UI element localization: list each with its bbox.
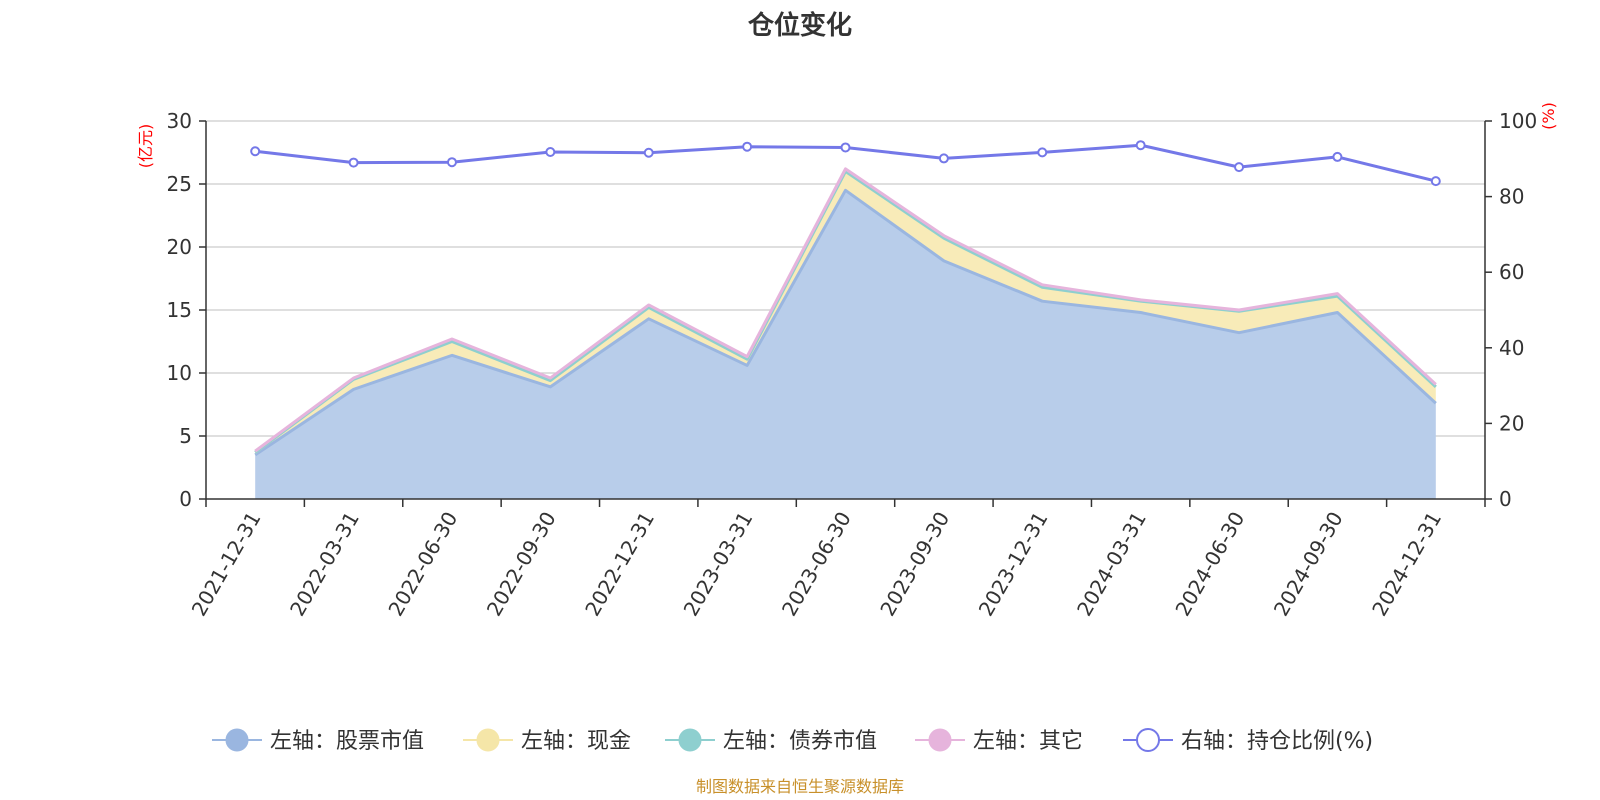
x-tick-label: 2023-12-31 (974, 508, 1053, 621)
ratio-point (1234, 162, 1245, 173)
legend-item: 右轴：持仓比例(%) (1123, 728, 1373, 754)
legend-marker (928, 728, 952, 752)
ratio-point (742, 141, 753, 152)
left-tick-label: 5 (179, 424, 192, 448)
x-tick-label: 2024-09-30 (1269, 508, 1348, 621)
legend-marker (678, 728, 702, 752)
right-tick-label: 0 (1499, 487, 1512, 511)
chart-title: 仓位变化 (747, 10, 852, 41)
x-tick-label: 2022-09-30 (482, 508, 561, 621)
x-tick-label: 2024-12-31 (1367, 508, 1446, 621)
legend-item: 左轴：债券市值 (665, 728, 877, 754)
left-tick-label: 30 (167, 109, 192, 133)
legend-item: 左轴：现金 (463, 728, 631, 754)
legend-item: 左轴：股票市值 (212, 728, 424, 754)
legend-item: 左轴：其它 (915, 728, 1083, 754)
stacked-areas (254, 167, 1437, 500)
right-tick-label: 60 (1499, 260, 1524, 284)
ratio-point (348, 157, 359, 168)
right-tick-label: 80 (1499, 185, 1524, 209)
ratio-line-series (250, 140, 1441, 187)
legend-marker (1136, 728, 1160, 752)
area-左轴：股票市值 (255, 190, 1436, 500)
right-axis-unit: (%) (1539, 102, 1558, 130)
x-tick-label: 2022-06-30 (383, 508, 462, 621)
x-tick-label: 2022-03-31 (285, 508, 364, 621)
x-tick-label: 2023-03-31 (679, 508, 758, 621)
left-axis-unit: (亿元) (136, 124, 155, 169)
legend-marker (476, 728, 500, 752)
left-tick-label: 15 (167, 298, 192, 322)
area-左轴：现金 (255, 171, 1436, 455)
x-tick-label: 2022-12-31 (580, 508, 659, 621)
data-source-note: 制图数据来自恒生聚源数据库 (696, 777, 904, 796)
line-左轴：股票市值 (254, 188, 1437, 457)
right-tick-label: 100 (1499, 109, 1537, 133)
left-tick-label: 20 (167, 235, 192, 259)
ratio-point (840, 142, 851, 153)
right-tick-label: 40 (1499, 336, 1524, 360)
ratio-point (250, 146, 261, 157)
ratio-point (1430, 176, 1441, 187)
legend-marker (225, 728, 249, 752)
x-tick-label: 2024-06-30 (1170, 508, 1249, 621)
x-tick-label: 2023-09-30 (875, 508, 954, 621)
ratio-point (643, 147, 654, 158)
x-tick-label: 2021-12-31 (187, 508, 266, 621)
ratio-point (1037, 147, 1048, 158)
left-tick-label: 0 (179, 487, 192, 511)
ratio-point (1332, 151, 1343, 162)
ratio-point (1135, 140, 1146, 151)
left-tick-label: 10 (167, 361, 192, 385)
line-左轴：其它 (254, 167, 1437, 453)
right-tick-label: 20 (1499, 411, 1524, 435)
legend-label: 左轴：现金 (521, 729, 631, 754)
legend-label: 左轴：股票市值 (270, 729, 424, 754)
ratio-point (545, 146, 556, 157)
legend-label: 左轴：债券市值 (723, 729, 877, 754)
x-tick-label: 2024-03-31 (1072, 508, 1151, 621)
legend: 左轴：股票市值 左轴：现金 左轴：债券市值 左轴：其它 右轴：持仓比例(%) (212, 728, 1373, 754)
legend-label: 左轴：其它 (973, 729, 1083, 754)
legend-label: 右轴：持仓比例(%) (1181, 729, 1373, 754)
left-tick-label: 25 (167, 172, 192, 196)
ratio-point (938, 153, 949, 164)
x-tick-label: 2023-06-30 (777, 508, 856, 621)
ratio-point (446, 157, 457, 168)
